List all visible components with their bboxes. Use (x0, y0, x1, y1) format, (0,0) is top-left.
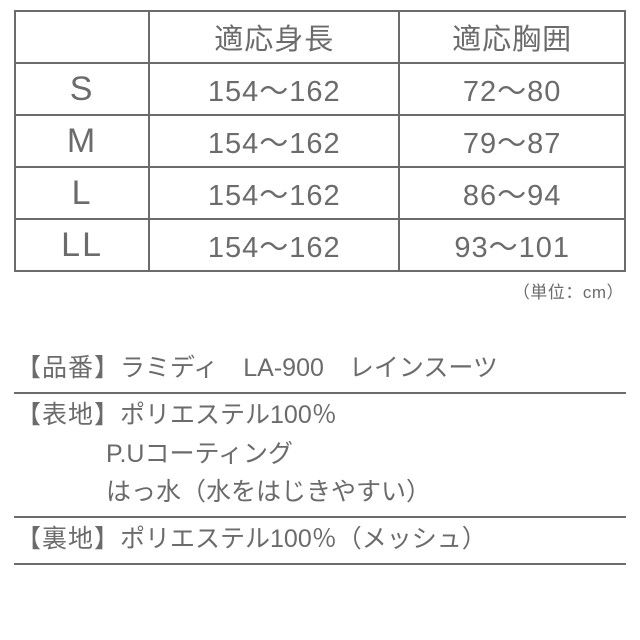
size-table: 適応身長 適応胸囲 S 154～162 72～80 M 154～162 79～8… (14, 10, 626, 272)
spec-lining-label: 【裏地】 (16, 525, 120, 553)
cell-height: 154～162 (149, 167, 399, 219)
header-height: 適応身長 (149, 11, 399, 63)
table-row: L 154～162 86～94 (15, 167, 625, 219)
spec-product-label: 【品番】 (16, 354, 120, 382)
spec-outer-line3: はっ水（水をはじきやすい） (16, 473, 626, 512)
cell-chest: 79～87 (399, 115, 625, 167)
spec-outer-line2: P.Uコーティング (16, 435, 626, 474)
spec-lining: 【裏地】ポリエステル100％（メッシュ） (14, 518, 626, 565)
spec-product-value: ラミディ LA-900 レインスーツ (120, 354, 498, 382)
cell-height: 154～162 (149, 115, 399, 167)
cell-size: M (15, 115, 149, 167)
spec-block: 【品番】ラミディ LA-900 レインスーツ 【表地】ポリエステル100％ P.… (14, 347, 626, 565)
spec-lining-value: ポリエステル100％（メッシュ） (120, 525, 487, 553)
table-row: LL 154～162 93～101 (15, 219, 625, 271)
table-header-row: 適応身長 適応胸囲 (15, 11, 625, 63)
spec-outer-line1: ポリエステル100％ (120, 401, 337, 429)
cell-height: 154～162 (149, 219, 399, 271)
table-row: M 154～162 79～87 (15, 115, 625, 167)
spec-outer: 【表地】ポリエステル100％ P.Uコーティング はっ水（水をはじきやすい） (14, 394, 626, 518)
cell-size: S (15, 63, 149, 115)
cell-chest: 86～94 (399, 167, 625, 219)
spec-outer-label: 【表地】 (16, 401, 120, 429)
cell-chest: 72～80 (399, 63, 625, 115)
cell-size: LL (15, 219, 149, 271)
unit-note: （単位：cm） (14, 278, 626, 303)
header-size (15, 11, 149, 63)
header-chest: 適応胸囲 (399, 11, 625, 63)
cell-chest: 93～101 (399, 219, 625, 271)
cell-size: L (15, 167, 149, 219)
cell-height: 154～162 (149, 63, 399, 115)
table-row: S 154～162 72～80 (15, 63, 625, 115)
spec-product: 【品番】ラミディ LA-900 レインスーツ (14, 347, 626, 394)
